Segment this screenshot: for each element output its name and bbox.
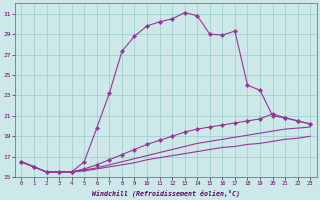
X-axis label: Windchill (Refroidissement éolien,°C): Windchill (Refroidissement éolien,°C) (92, 189, 240, 197)
